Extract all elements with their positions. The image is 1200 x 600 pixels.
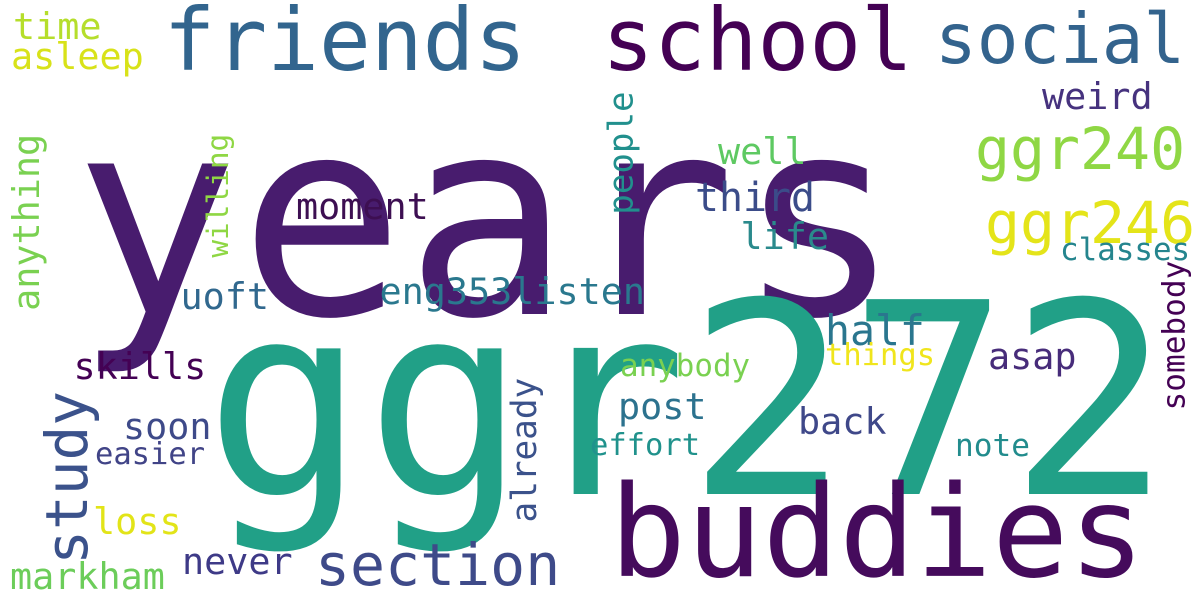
word-friends: friends — [163, 0, 527, 91]
word-anybody: anybody — [620, 347, 751, 384]
word-easier: easier — [95, 437, 206, 472]
word-moment: moment — [296, 185, 429, 228]
word-loss: loss — [93, 500, 182, 543]
word-buddies: buddies — [609, 458, 1146, 600]
word-post: post — [618, 385, 707, 428]
word-markham: markham — [10, 555, 165, 598]
word-time: time — [13, 5, 102, 48]
word-effort: effort — [590, 428, 701, 463]
word-soon: soon — [123, 405, 212, 448]
word-ggr272: ggr272 — [204, 247, 1171, 558]
word-somebody: somebody — [1156, 260, 1193, 410]
word-school: school — [602, 0, 913, 91]
word-back: back — [798, 400, 887, 443]
word-skills: skills — [73, 345, 207, 388]
word-well: well — [718, 130, 807, 173]
word-asleep: asleep — [11, 35, 144, 78]
word-study: study — [32, 390, 101, 565]
word-people: people — [601, 90, 642, 215]
word-anything: anything — [5, 133, 49, 311]
word-things: things — [825, 338, 936, 373]
word-third: third — [695, 175, 815, 221]
word-section: section — [315, 531, 561, 599]
word-willing: willing — [201, 133, 236, 258]
word-asap: asap — [988, 335, 1077, 378]
word-classes: classes — [1060, 231, 1191, 268]
word-half: half — [825, 305, 925, 355]
word-years: years — [73, 58, 902, 379]
word-life: life — [740, 215, 830, 258]
word-never: never — [182, 540, 293, 583]
word-uoft: uoft — [180, 275, 270, 318]
word-weird: weird — [1042, 75, 1153, 118]
word-eng353listen: eng353listen — [379, 270, 646, 313]
word-ggr246: ggr246 — [985, 188, 1196, 257]
word-already: already — [504, 377, 545, 523]
word-social: social — [935, 0, 1186, 80]
word-note: note — [955, 427, 1030, 464]
word-ggr240: ggr240 — [975, 115, 1186, 183]
